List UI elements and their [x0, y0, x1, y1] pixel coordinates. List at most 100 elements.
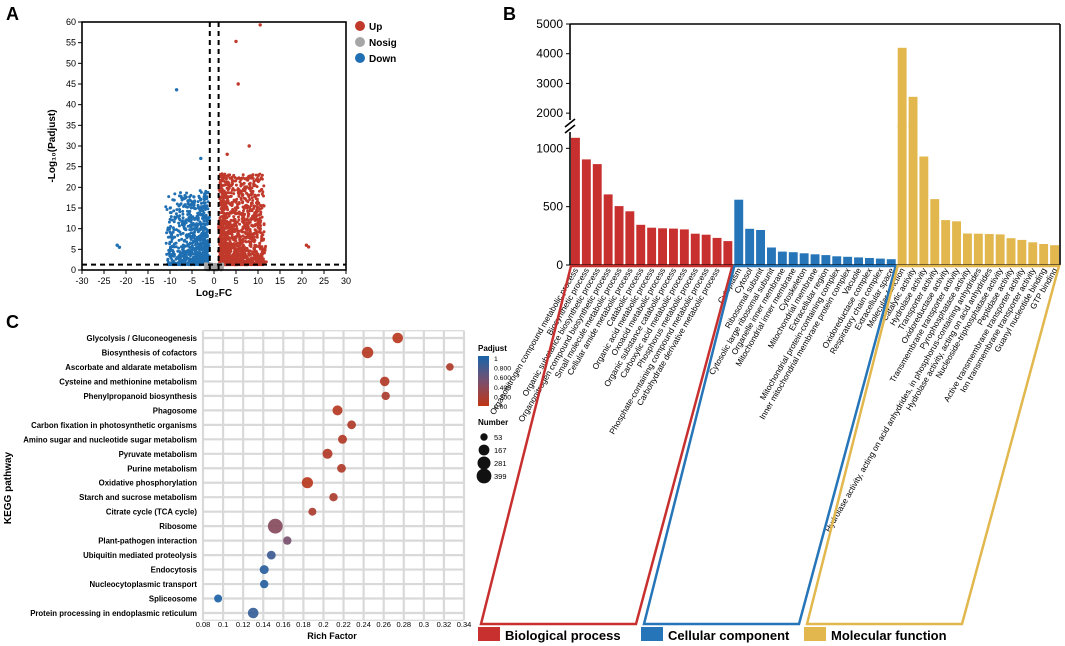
volcano-point-up	[227, 181, 231, 185]
volcano-point-up	[254, 201, 258, 205]
volcano-point-up	[249, 237, 252, 241]
volcano-point-down	[178, 214, 182, 218]
volcano-legend-swatch	[355, 37, 365, 47]
volcano-point-down	[177, 221, 181, 225]
go-group-funnel	[479, 264, 734, 626]
volcano-x-tick-label: -25	[97, 276, 110, 286]
volcano-point-down	[203, 208, 207, 211]
volcano-point-down	[196, 200, 200, 204]
volcano-point-down	[191, 236, 195, 239]
volcano-point-up	[245, 221, 249, 225]
go-group-legend-swatch	[804, 627, 826, 641]
volcano-point-up	[252, 179, 256, 183]
volcano-x-tick-label: -15	[141, 276, 154, 286]
volcano-y-tick-label: 20	[66, 182, 76, 192]
volcano-point-down	[181, 209, 185, 213]
volcano-point-down	[195, 216, 199, 220]
go-bar	[625, 211, 635, 265]
volcano-point-up	[229, 195, 232, 198]
volcano-point-up	[241, 214, 244, 218]
volcano-point-up	[254, 197, 258, 201]
number-legend-value: 281	[494, 459, 507, 468]
go-bar	[701, 234, 711, 265]
volcano-point-outlier	[234, 39, 238, 44]
volcano-point-down	[199, 197, 203, 201]
volcano-point-up	[232, 173, 236, 177]
volcano-point-up	[252, 232, 256, 236]
volcano-point-up	[260, 239, 263, 243]
volcano-x-tick-label: -20	[119, 276, 132, 286]
volcano-point-down	[199, 234, 203, 238]
go-y-tick-label: 0	[556, 258, 563, 272]
kegg-bubble	[283, 536, 292, 545]
kegg-grid	[201, 330, 466, 621]
volcano-x-tick-label: 25	[319, 276, 329, 286]
volcano-point-down	[177, 246, 181, 250]
go-axis-break-mark	[564, 118, 576, 128]
volcano-point-up	[238, 180, 242, 184]
volcano-point-down	[198, 258, 202, 262]
volcano-point-up	[257, 193, 260, 197]
volcano-point-down	[205, 191, 209, 195]
kegg-bubble	[332, 405, 343, 416]
kegg-x-label: Rich Factor	[307, 631, 357, 641]
kegg-pathway-label: Endocytosis	[151, 566, 198, 575]
kegg-pathway-label: Ascorbate and aldarate metabolism	[65, 363, 197, 372]
volcano-y-tick-label: 15	[66, 203, 76, 213]
padj-legend-tick: 0.400	[494, 385, 511, 392]
volcano-point-up	[225, 174, 229, 178]
volcano-y-tick-label: 45	[66, 79, 76, 89]
volcano-point-up	[239, 257, 243, 261]
volcano-point-up	[263, 251, 266, 255]
volcano-point-up	[252, 247, 256, 250]
go-bar	[734, 199, 744, 265]
kegg-x-tick-label: 0.1	[218, 620, 228, 629]
volcano-point-up	[234, 257, 238, 261]
volcano-point-up	[256, 209, 260, 213]
kegg-bubble	[338, 434, 347, 444]
volcano-point-up	[235, 224, 239, 228]
volcano-y-tick-label: 5	[71, 244, 76, 254]
volcano-point-up	[221, 256, 225, 260]
kegg-plot-area	[202, 330, 465, 621]
volcano-point-up	[249, 245, 253, 248]
volcano-x-label: Log₂FC	[196, 288, 232, 299]
go-bar	[1006, 238, 1016, 265]
volcano-point-up	[230, 175, 234, 179]
panel-letter-b: B	[503, 4, 516, 24]
go-bar	[930, 199, 940, 265]
volcano-point-down	[192, 239, 196, 243]
volcano-point-up	[220, 195, 223, 199]
kegg-bubble	[301, 477, 313, 489]
kegg-bubble	[347, 420, 356, 430]
volcano-point-up	[256, 225, 260, 229]
go-bar	[777, 251, 787, 265]
volcano-point-up	[255, 253, 259, 257]
go-bar	[679, 229, 689, 265]
volcano-point-down	[189, 220, 193, 224]
volcano-point-up	[248, 181, 252, 185]
volcano-point-up	[252, 235, 256, 239]
volcano-point-down	[198, 239, 202, 242]
volcano-x-tick-label: -5	[188, 276, 196, 286]
volcano-point-down	[182, 239, 186, 243]
volcano-point-down	[199, 244, 203, 248]
kegg-bubble	[266, 550, 276, 560]
kegg-x-tick-label: 0.28	[396, 620, 411, 629]
volcano-point-up	[224, 226, 228, 230]
volcano-point-up	[217, 224, 221, 228]
volcano-point-up	[232, 238, 236, 242]
volcano-point-up	[241, 200, 245, 204]
volcano-point-up	[249, 242, 253, 246]
volcano-x-tick-label: 5	[233, 276, 238, 286]
kegg-x-tick-label: 0.24	[356, 620, 371, 629]
volcano-point-up	[245, 232, 249, 236]
volcano-x-tick-label: -10	[163, 276, 176, 286]
volcano-point-down	[179, 202, 183, 206]
volcano-point-down	[205, 234, 208, 238]
volcano-legend: Up Nosig Down	[355, 21, 397, 65]
volcano-point-down	[197, 246, 201, 250]
go-bar	[832, 256, 842, 266]
volcano-point-outlier	[117, 245, 122, 249]
volcano-point-up	[248, 262, 252, 266]
